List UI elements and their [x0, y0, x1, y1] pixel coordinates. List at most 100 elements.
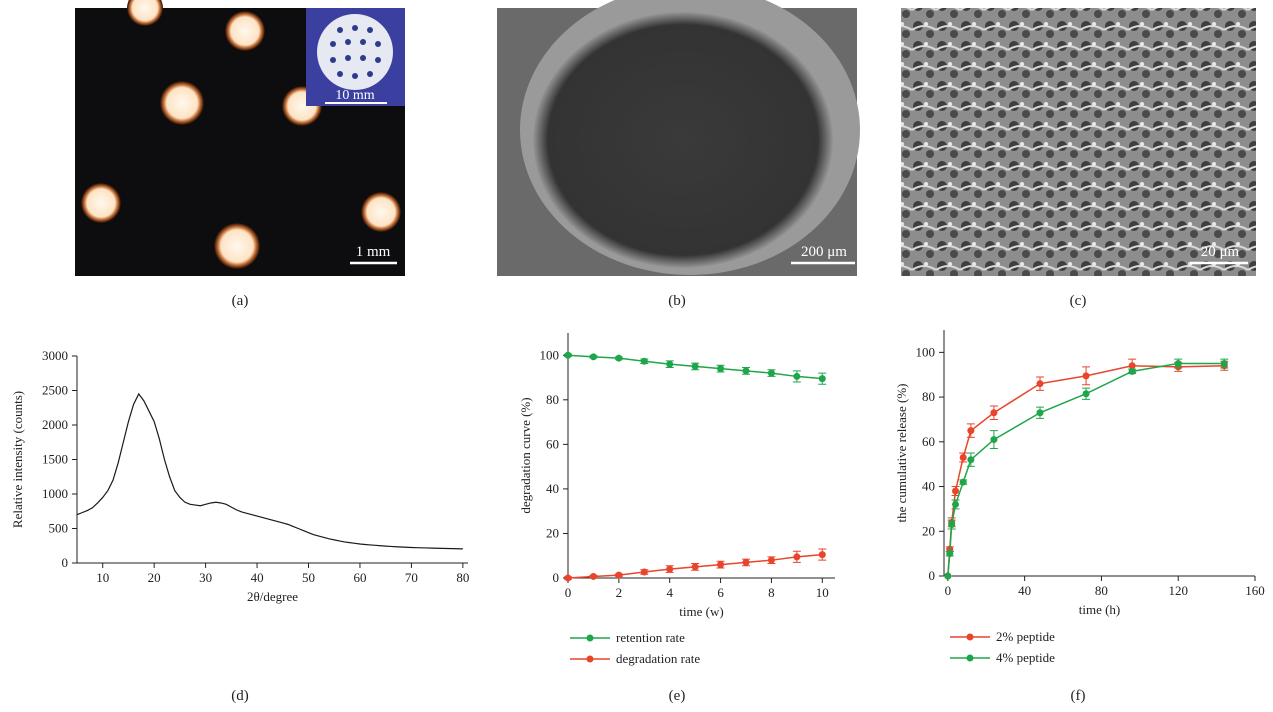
marker — [1036, 380, 1043, 387]
image-a: 10 mm 1 mm — [75, 0, 405, 276]
marker — [990, 436, 997, 443]
legend-label: 4% peptide — [996, 650, 1055, 665]
x-tick-label: 2 — [616, 585, 623, 600]
y-tick-label: 2500 — [42, 383, 68, 398]
y-tick-label: 40 — [922, 479, 935, 494]
y-tick-label: 20 — [922, 523, 935, 538]
marker — [1129, 368, 1136, 375]
marker — [717, 561, 724, 568]
image-c: 20 μm — [901, 8, 1256, 276]
marker — [615, 572, 622, 579]
y-tick-label: 100 — [540, 347, 560, 362]
x-tick-label: 0 — [945, 583, 952, 598]
y-tick-label: 0 — [929, 568, 936, 583]
marker — [990, 409, 997, 416]
marker — [1175, 360, 1182, 367]
marker — [641, 568, 648, 575]
marker — [952, 488, 959, 495]
y-axis-label: Relative intensity (counts) — [10, 391, 25, 528]
legend-marker — [587, 635, 594, 642]
panel-label: (d) — [231, 688, 249, 704]
x-axis-label: 2θ/degree — [247, 589, 298, 604]
marker — [793, 373, 800, 380]
marker — [952, 501, 959, 508]
line — [77, 394, 463, 549]
y-tick-label: 3000 — [42, 348, 68, 363]
marker — [1083, 390, 1090, 397]
scale-label: 20 μm — [1201, 244, 1240, 260]
y-tick-label: 60 — [922, 434, 935, 449]
image-b: 200 μm — [497, 0, 860, 276]
y-tick-label: 80 — [546, 392, 559, 407]
marker — [565, 352, 572, 359]
marker — [960, 479, 967, 486]
marker — [793, 553, 800, 560]
marker — [743, 559, 750, 566]
marker — [590, 573, 597, 580]
x-tick-label: 40 — [251, 570, 264, 585]
legend-label: retention rate — [616, 630, 685, 645]
marker — [743, 367, 750, 374]
x-tick-label: 30 — [199, 570, 212, 585]
legend-label: degradation rate — [616, 651, 700, 666]
x-axis-label: time (w) — [679, 604, 723, 619]
panel-label: (e) — [669, 688, 686, 704]
scale-label: 10 mm — [335, 88, 374, 103]
y-tick-label: 2000 — [42, 417, 68, 432]
marker — [967, 427, 974, 434]
x-tick-label: 60 — [353, 570, 366, 585]
marker — [960, 454, 967, 461]
marker — [944, 573, 951, 580]
figure: 10 mm 1 mm 200 μm 20 μm (a) (b) (c) (d) … — [0, 0, 1273, 707]
panel-label: (c) — [1070, 293, 1087, 309]
y-tick-label: 60 — [546, 436, 559, 451]
marker — [819, 551, 826, 558]
marker — [666, 361, 673, 368]
marker — [1036, 409, 1043, 416]
x-tick-label: 6 — [717, 585, 724, 600]
legend-marker — [967, 634, 974, 641]
panel-label: (a) — [232, 293, 249, 309]
y-tick-label: 80 — [922, 389, 935, 404]
marker — [967, 456, 974, 463]
marker — [946, 550, 953, 557]
marker — [666, 566, 673, 573]
x-tick-label: 10 — [96, 570, 109, 585]
legend-label: 2% peptide — [996, 629, 1055, 644]
panel-label: (b) — [668, 293, 686, 309]
y-tick-label: 1000 — [42, 486, 68, 501]
x-tick-label: 70 — [405, 570, 418, 585]
x-tick-label: 8 — [768, 585, 775, 600]
marker — [641, 358, 648, 365]
y-tick-label: 100 — [916, 344, 936, 359]
x-tick-label: 80 — [456, 570, 469, 585]
x-axis-label: time (h) — [1079, 602, 1121, 617]
y-tick-label: 0 — [553, 570, 560, 585]
y-tick-label: 1500 — [42, 452, 68, 467]
legend-marker — [967, 655, 974, 662]
x-tick-label: 50 — [302, 570, 315, 585]
x-tick-label: 10 — [816, 585, 829, 600]
y-tick-label: 20 — [546, 525, 559, 540]
y-tick-label: 0 — [62, 555, 69, 570]
marker — [717, 365, 724, 372]
y-tick-label: 40 — [546, 481, 559, 496]
marker — [1221, 360, 1228, 367]
legend-marker — [587, 656, 594, 663]
marker — [692, 363, 699, 370]
x-tick-label: 80 — [1095, 583, 1108, 598]
x-tick-label: 40 — [1018, 583, 1031, 598]
marker — [1083, 372, 1090, 379]
x-tick-label: 4 — [666, 585, 673, 600]
marker — [768, 370, 775, 377]
x-tick-label: 160 — [1245, 583, 1265, 598]
x-tick-label: 20 — [148, 570, 161, 585]
marker — [948, 521, 955, 528]
marker — [615, 355, 622, 362]
marker — [768, 557, 775, 564]
y-tick-label: 500 — [49, 521, 69, 536]
scale-label: 1 mm — [356, 244, 391, 260]
x-tick-label: 0 — [565, 585, 572, 600]
y-axis-label: degradation curve (%) — [518, 397, 533, 513]
marker — [590, 353, 597, 360]
